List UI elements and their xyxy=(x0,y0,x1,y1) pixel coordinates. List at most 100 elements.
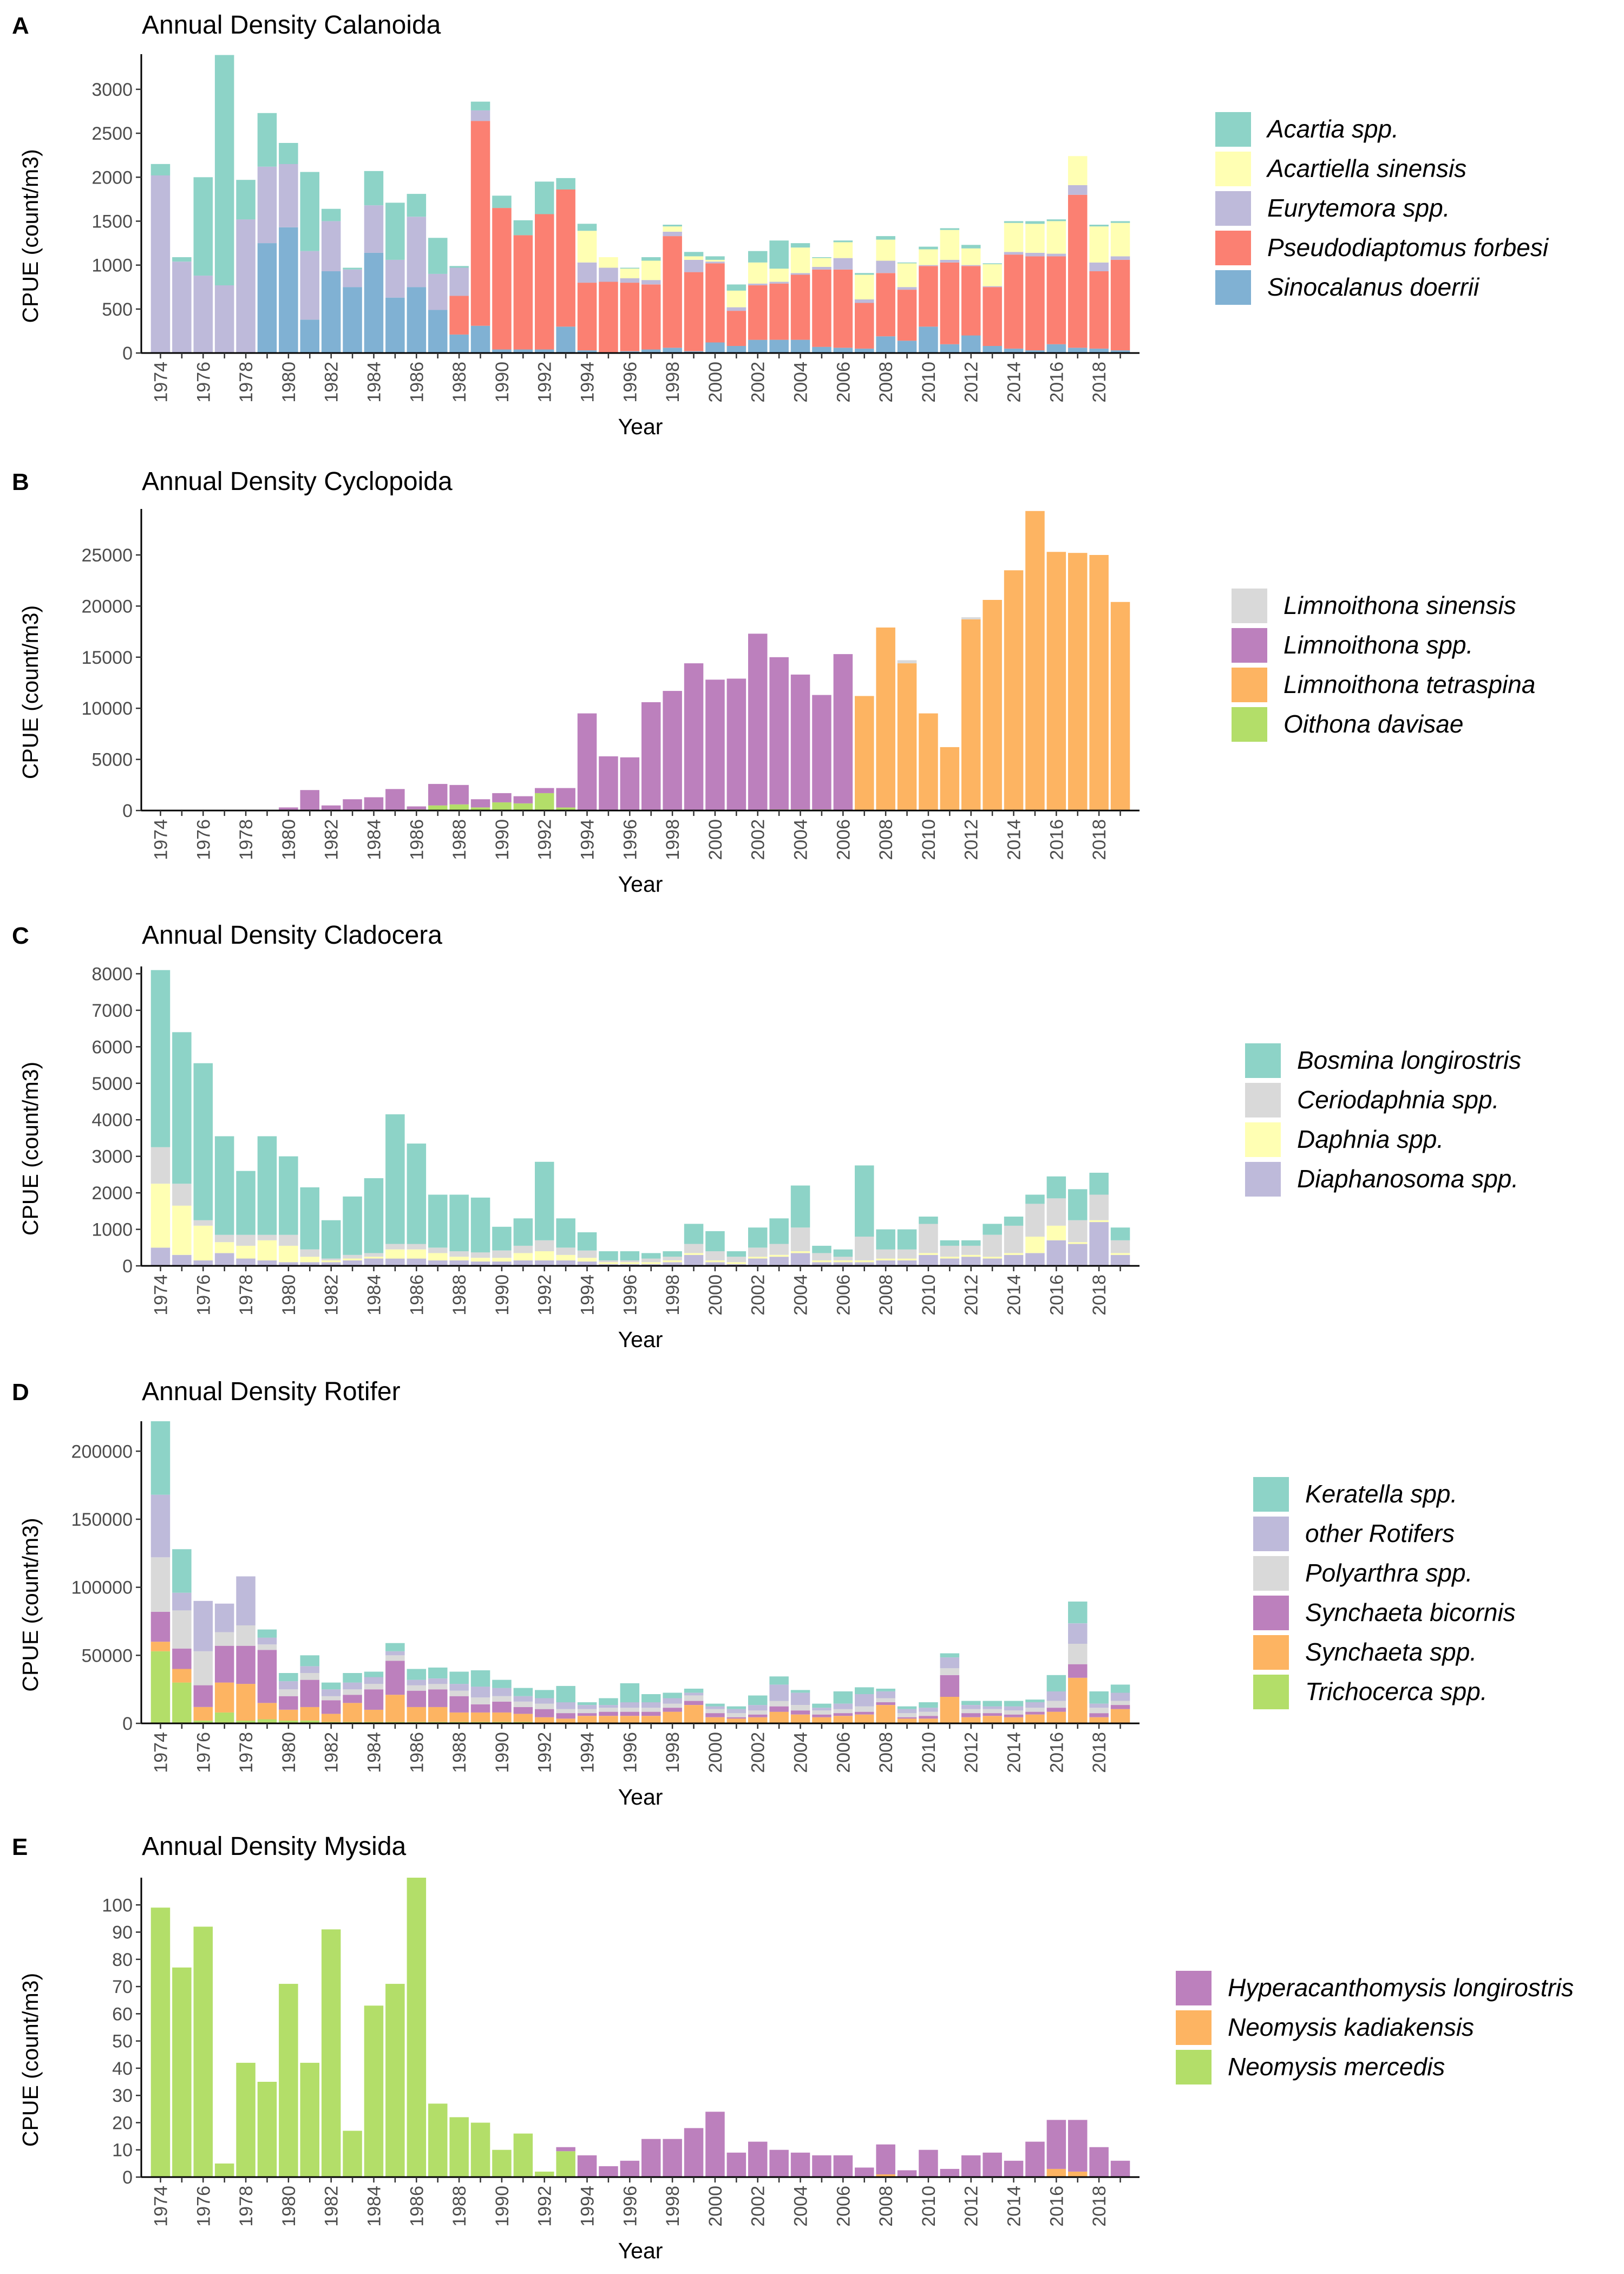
bar-segment xyxy=(470,799,490,808)
x-tick-label: 1998 xyxy=(663,2186,683,2227)
legend-swatch xyxy=(1232,668,1267,702)
bar-segment xyxy=(790,1227,810,1251)
bar-segment xyxy=(535,1709,554,1717)
bar-segment xyxy=(790,1705,810,1711)
x-tick-label: 2006 xyxy=(833,1275,854,1316)
bar-segment xyxy=(833,1716,853,1723)
bar-segment xyxy=(492,349,512,353)
bar-segment xyxy=(663,1711,682,1723)
y-tick-label: 90 xyxy=(112,1923,133,1943)
y-tick-label: 1000 xyxy=(91,256,133,276)
bar-segment xyxy=(214,285,234,353)
y-tick-label: 7000 xyxy=(91,1001,133,1021)
bar-segment xyxy=(407,194,427,217)
x-tick-label: 2008 xyxy=(876,2186,896,2227)
bar-segment xyxy=(577,1258,597,1262)
bar-segment xyxy=(983,346,1002,353)
bar-segment xyxy=(257,1136,277,1235)
bar-segment xyxy=(961,1245,981,1255)
x-tick-label: 1988 xyxy=(449,1732,470,1773)
bar-segment xyxy=(321,1929,341,2177)
bar-segment xyxy=(620,351,640,353)
bar-segment xyxy=(748,1717,768,1723)
bar-segment xyxy=(726,1706,746,1709)
x-tick-label: 1974 xyxy=(150,819,171,860)
bar-segment xyxy=(876,260,895,273)
x-tick-label: 2014 xyxy=(1004,1275,1025,1316)
bar-segment xyxy=(193,276,213,353)
legend-swatch xyxy=(1253,1556,1289,1591)
bar-segment xyxy=(663,225,682,227)
x-tick-label: 2008 xyxy=(876,1732,896,1773)
bar-segment xyxy=(577,713,597,811)
bar-segment xyxy=(983,1224,1002,1235)
bar-segment xyxy=(407,1690,427,1707)
bar-segment xyxy=(385,202,405,260)
bar-segment xyxy=(577,1709,597,1714)
bar-segment xyxy=(343,2131,362,2177)
bar-segment xyxy=(279,1689,298,1696)
bar-segment xyxy=(150,1651,171,1723)
y-axis-title: CPUE (count/m3) xyxy=(18,1062,43,1236)
bar-segment xyxy=(492,1226,512,1251)
bar-segment xyxy=(172,262,192,353)
bar-segment xyxy=(236,180,256,220)
bar-segment xyxy=(343,1260,362,1266)
bar-segment xyxy=(577,283,597,351)
x-tick-label: 1990 xyxy=(492,1275,513,1316)
bar-segment xyxy=(812,1708,831,1711)
bar-segment xyxy=(620,278,640,283)
bar-segment xyxy=(769,240,789,269)
bar-segment xyxy=(1046,1711,1066,1723)
y-tick-label: 3000 xyxy=(91,1147,133,1167)
y-tick-label: 0 xyxy=(122,801,133,821)
bar-segment xyxy=(599,1262,618,1264)
y-tick-label: 100 xyxy=(102,1895,133,1916)
bar-segment xyxy=(385,1258,405,1266)
bar-segment xyxy=(343,1695,362,1703)
bar-segment xyxy=(407,1244,427,1250)
bar-segment xyxy=(684,1688,704,1693)
y-tick-label: 8000 xyxy=(91,964,133,984)
bar-segment xyxy=(279,1262,298,1266)
bar-segment xyxy=(1068,1623,1088,1644)
bar-segment xyxy=(172,1967,192,2177)
chart-title: Annual Density Mysida xyxy=(142,1832,407,1861)
bar-segment xyxy=(897,1709,917,1714)
bar-segment xyxy=(321,1260,341,1263)
legend: Bosmina longirostris Ceriodaphnia spp. Dap… xyxy=(1245,1043,1521,1197)
bar-segment xyxy=(1068,1677,1088,1723)
bar-segment xyxy=(364,1709,384,1722)
x-tick-label: 1992 xyxy=(535,1275,555,1316)
bar-segment xyxy=(599,1716,618,1723)
bar-segment xyxy=(833,1249,853,1257)
bar-segment xyxy=(919,1711,938,1716)
bar-segment xyxy=(961,335,981,353)
bar-segment xyxy=(940,344,960,353)
x-tick-label: 1976 xyxy=(193,362,214,403)
bar-segment xyxy=(300,1262,319,1266)
x-tick-label: 2016 xyxy=(1046,1275,1067,1316)
bar-segment xyxy=(620,1260,640,1263)
x-tick-label: 1996 xyxy=(620,819,640,860)
y-tick-label: 5000 xyxy=(91,750,133,770)
x-tick-label: 1994 xyxy=(577,1732,598,1773)
bar-segment xyxy=(513,1714,533,1722)
bar-segment xyxy=(449,1696,469,1713)
bar-segment xyxy=(705,1262,725,1266)
bar-segment xyxy=(300,251,319,320)
bar-segment xyxy=(535,793,554,811)
bar-segment xyxy=(748,1258,768,1266)
bar-segment xyxy=(641,2139,661,2177)
bar-segment xyxy=(492,1250,512,1258)
chart-panel-e: E Annual Density Mysida 0 10 20 30 40 50 60 70 80 9… xyxy=(12,1832,1574,2263)
bar-segment xyxy=(407,1669,427,1680)
bar-segment xyxy=(897,263,917,287)
bar-segment xyxy=(535,1240,554,1251)
bar-segment xyxy=(150,1494,171,1558)
bar-segment xyxy=(663,348,682,353)
bar-segment xyxy=(1068,2171,1088,2177)
x-tick-label: 1992 xyxy=(535,819,555,860)
bar-segment xyxy=(556,1702,575,1709)
